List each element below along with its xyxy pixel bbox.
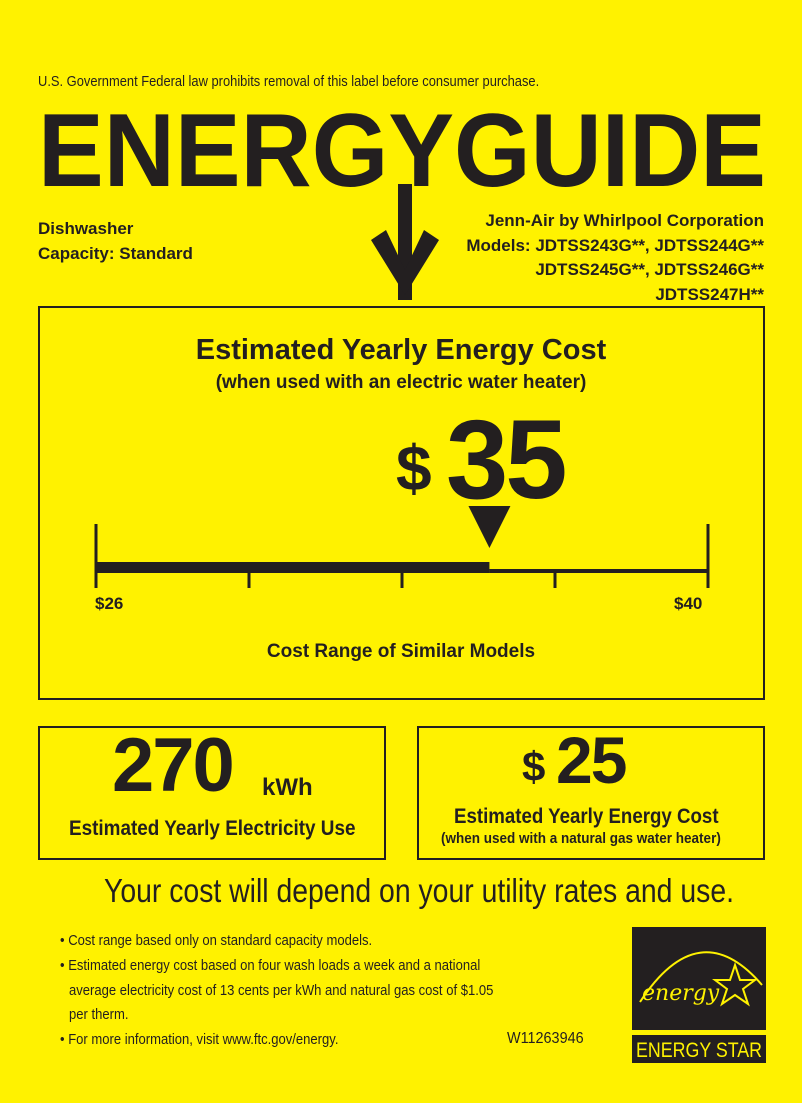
models-line: JDTSS247H**: [655, 285, 764, 305]
gas-cost-label: Estimated Yearly Energy Cost: [454, 805, 719, 828]
cost-range-scale: [94, 506, 710, 588]
electricity-box: [38, 726, 386, 860]
bullet-item: • Estimated energy cost based on four wa…: [60, 956, 481, 974]
gas-cost-sublabel: (when used with a natural gas water heat…: [441, 830, 721, 847]
main-cost-box: [38, 306, 765, 700]
capacity: Capacity: Standard: [38, 244, 193, 263]
bullet-list: • Cost range based only on standard capa…: [60, 929, 557, 1053]
models-line: JDTSS245G**, JDTSS246G**: [535, 260, 764, 280]
energyguide-logo: ENERGYGUIDE: [38, 100, 766, 300]
main-cost-currency: $: [396, 432, 432, 504]
cost-range-bar: [489, 569, 708, 573]
electricity-value: 270: [112, 723, 235, 808]
models-line: Models: JDTSS243G**, JDTSS244G**: [466, 235, 764, 255]
main-cost-title: Estimated Yearly Energy Cost: [195, 334, 607, 366]
scale-tick: [400, 570, 404, 588]
scale-end-tick: [94, 524, 98, 588]
bullet-continuation: average electricity cost of 13 cents per…: [69, 981, 494, 999]
energy-star-caption: ENERGY STAR: [636, 1039, 762, 1062]
gas-cost-box: [417, 726, 765, 860]
disclaimer: Your cost will depend on your utility ra…: [104, 872, 734, 909]
range-max-label: $40: [674, 594, 703, 613]
range-caption: Cost Range of Similar Models: [266, 641, 536, 662]
product-type: Dishwasher: [38, 219, 134, 238]
electricity-label: Estimated Yearly Electricity Use: [69, 817, 356, 840]
range-min-label: $26: [95, 594, 124, 613]
star-icon: [712, 961, 758, 1007]
cost-range-filled-bar: [96, 562, 490, 573]
manufacturer-block: Jenn-Air by Whirlpool Corporation Models…: [466, 209, 764, 308]
main-cost-subtitle: (when used with an electric water heater…: [215, 372, 587, 393]
gas-cost-value: 25: [556, 723, 627, 797]
bullet-item: • For more information, visit www.ftc.go…: [60, 1031, 339, 1049]
gas-cost-currency: $: [522, 743, 546, 790]
electricity-unit: kWh: [262, 774, 313, 801]
bullet-item: • Cost range based only on standard capa…: [60, 932, 373, 949]
cost-marker-triangle: [468, 506, 511, 548]
legal-notice: U.S. Government Federal law prohibits re…: [38, 73, 540, 90]
energy-star-logo: energy ENERGY STAR: [632, 927, 766, 1063]
energy-script-text: energy: [642, 981, 720, 1006]
manufacturer: Jenn-Air by Whirlpool Corporation: [485, 211, 764, 230]
scale-end-tick: [706, 524, 710, 588]
label-id: W11263946: [507, 1030, 584, 1047]
scale-tick: [553, 570, 557, 588]
main-cost-value: 35: [446, 397, 568, 522]
scale-tick: [247, 570, 251, 588]
bullet-continuation: per therm.: [69, 1006, 129, 1024]
arrow-down-icon: [371, 184, 439, 300]
